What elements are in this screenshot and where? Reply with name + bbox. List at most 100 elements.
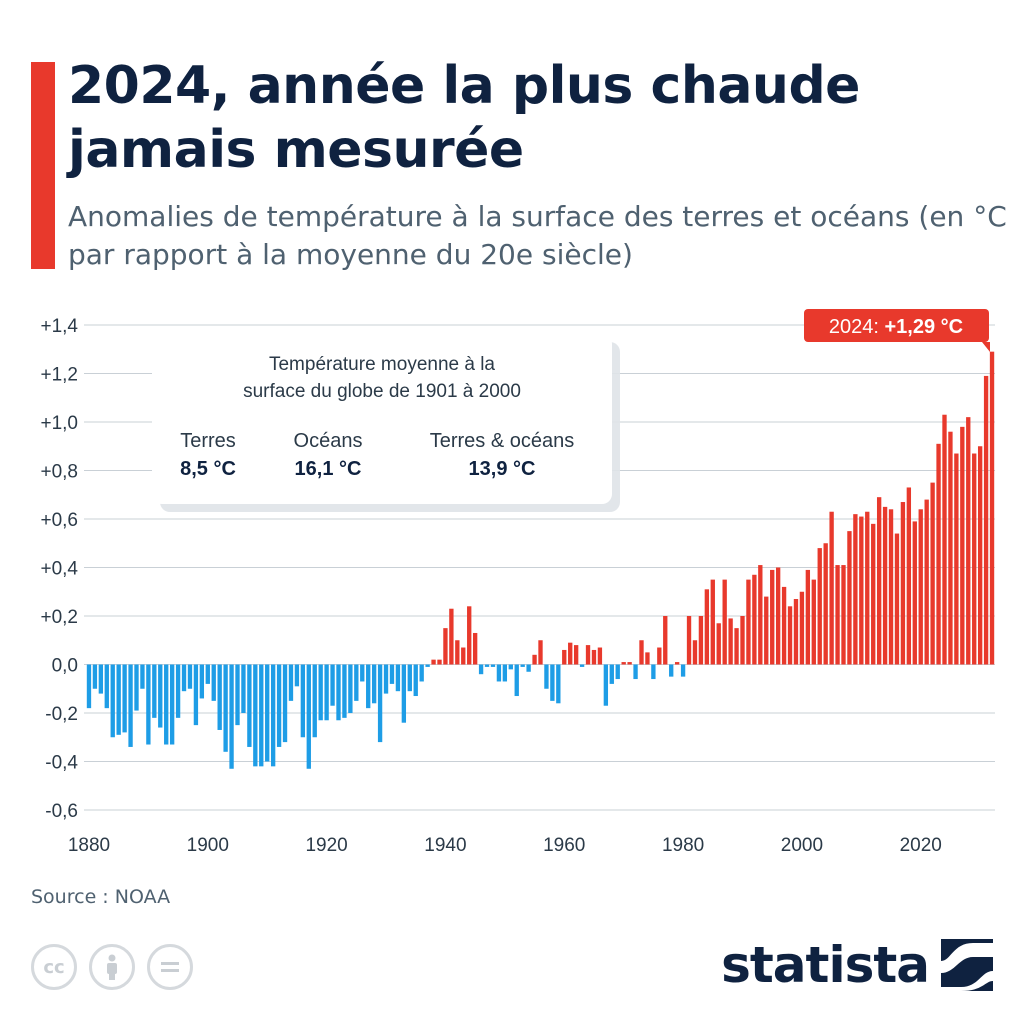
bar-1911 [270,664,276,767]
bar-2032 [989,351,995,665]
bar-2014 [882,506,888,665]
bar-2013 [876,497,882,665]
bar-1983 [698,616,704,665]
bar-1976 [657,647,662,665]
creative-commons-icon[interactable]: cc [31,944,77,990]
bar-1987 [722,579,727,665]
bar-1966 [597,647,603,665]
x-tick-label: 2020 [900,835,942,856]
bar-1985 [710,579,715,665]
x-tick-label: 1920 [305,835,347,856]
bar-1928 [371,664,377,704]
bar-1880 [86,664,92,709]
bar-1981 [686,616,692,665]
bar-2018 [906,487,912,665]
bar-1891 [152,664,157,718]
bar-1947 [484,664,490,667]
bar-1883 [104,664,109,709]
no-derivatives-icon[interactable] [147,944,193,990]
bar-chart: +1,4 +1,2 +1,0 +0,8 +0,6 +0,4 +0,2 0,0 -0,2 -0,4 -… [40,309,995,856]
info-box-value-terres: 8,5 °C [180,458,236,480]
bar-1964 [585,645,591,665]
callout-2024: 2024: +1,29 °C [804,309,990,352]
bar-1951 [508,664,513,670]
x-tick-label: 1980 [662,835,704,856]
bar-1913 [282,664,288,743]
info-box-title-line-1: Température moyenne à la [269,354,495,375]
bar-1962 [573,645,579,665]
y-tick-label: -0,6 [45,801,78,822]
bar-2012 [871,523,876,665]
attribution-icon[interactable] [89,944,135,990]
bar-1887 [128,664,133,747]
bar-1959 [556,664,561,704]
info-box-label-oceans: Océans [294,430,363,452]
bar-2011 [865,511,870,665]
bar-1963 [579,664,585,667]
bar-2020 [918,509,923,665]
y-tick-label: +0,4 [40,559,78,580]
bar-2015 [888,509,894,665]
bar-2016 [894,533,900,665]
x-tick-label: 2000 [781,835,823,856]
bar-1888 [134,664,139,711]
bar-1937 [425,664,430,667]
page-title: 2024, année la plus chaude jamais mesuré… [68,56,860,180]
bar-1980 [680,664,686,677]
bar-2021 [924,499,929,665]
callout-label: 2024: +1,29 °C [829,316,963,338]
bar-2030 [977,446,983,665]
bar-1886 [122,664,127,733]
bar-2000 [799,591,805,665]
bar-1945 [472,632,478,665]
bar-1977 [663,616,668,665]
bar-1950 [502,664,508,682]
bar-1898 [193,664,199,726]
bar-1921 [330,664,335,706]
bar-1932 [395,664,401,692]
accent-bar [31,62,55,269]
bar-1957 [544,664,549,689]
bar-1988 [728,618,733,665]
bar-1907 [247,664,252,747]
bar-1909 [259,664,264,767]
bar-1901 [211,664,216,701]
bar-1940 [443,628,448,665]
bar-1920 [324,664,329,721]
bar-1991 [746,579,751,665]
statista-logo[interactable]: statista [721,936,993,994]
bar-1948 [490,664,496,667]
callout-value: +1,29 °C [885,316,964,338]
bar-1931 [389,664,395,684]
bar-1941 [449,608,454,665]
bar-1926 [360,664,365,682]
axis-labels: +1,4 +1,2 +1,0 +0,8 +0,6 +0,4 +0,2 0,0 -0,2 -0,4 -… [40,316,941,856]
bar-1958 [550,664,555,701]
bar-2006 [835,565,840,665]
info-box-title-line-2: surface du globe de 1901 à 2000 [243,381,521,402]
source-note: Source : NOAA [31,886,171,908]
bar-1970 [621,662,626,665]
bar-1990 [740,616,745,665]
bar-1973 [639,640,644,665]
bar-2023 [936,443,941,665]
info-box-label-terres-oceans: Terres & océans [430,430,575,452]
bar-1916 [300,664,306,738]
bar-1934 [407,664,412,692]
bar-1893 [164,664,169,745]
bar-2025 [948,431,953,665]
bar-1989 [734,628,739,665]
bar-1929 [377,664,383,743]
bar-1906 [241,664,246,713]
bar-1974 [645,652,650,665]
bar-1894 [169,664,175,745]
bar-1944 [467,606,472,665]
bar-1994 [764,596,769,665]
bar-1935 [413,664,418,697]
bar-1967 [603,664,609,706]
bar-1915 [294,664,300,687]
info-box: Température moyenne à la surface du glob… [152,334,620,512]
y-tick-label: +0,8 [40,462,78,483]
x-tick-label: 1900 [187,835,229,856]
info-box-value-terres-oceans: 13,9 °C [469,458,536,480]
